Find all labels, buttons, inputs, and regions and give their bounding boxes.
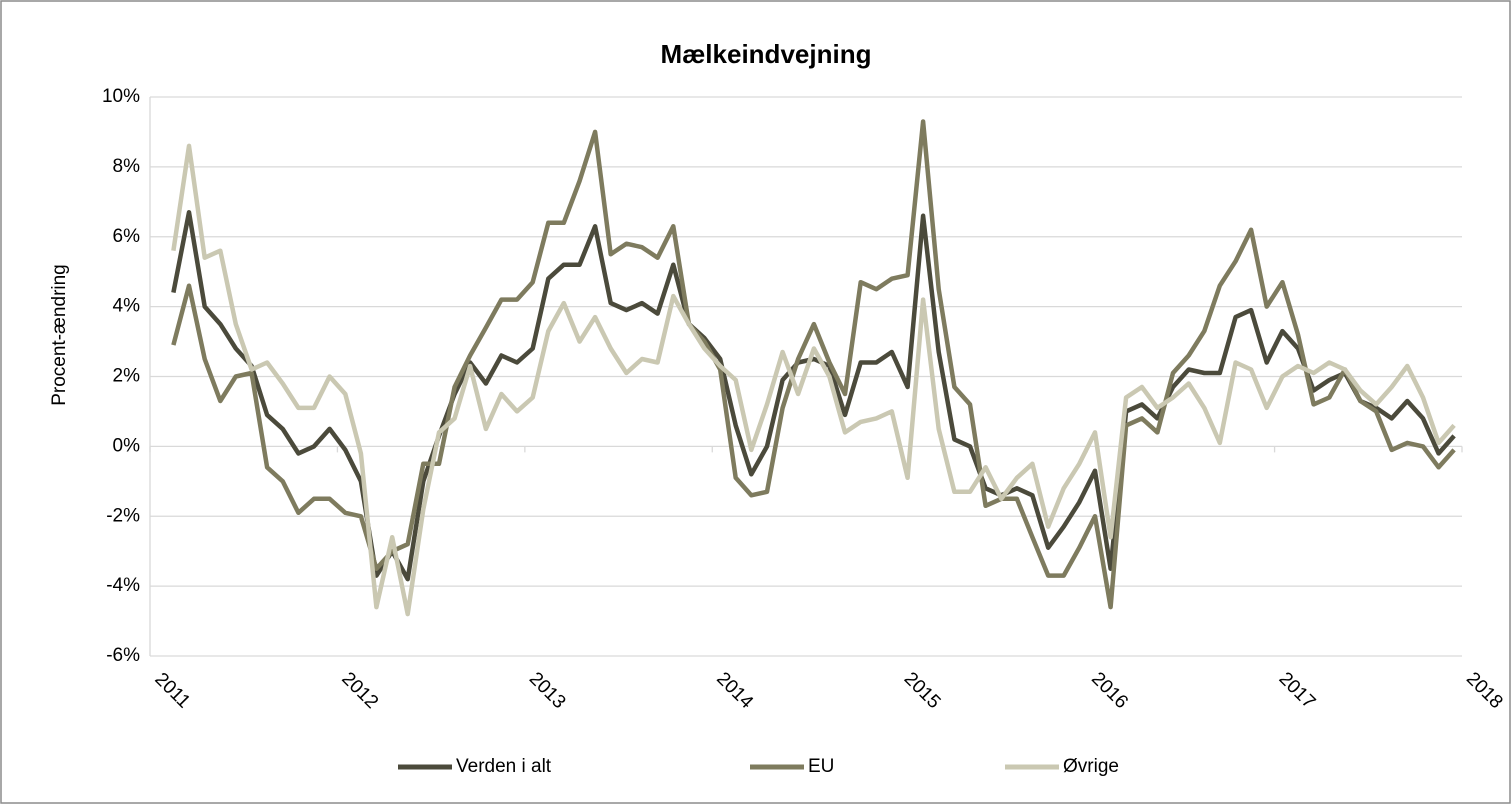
y-axis-label: Procent-ændring bbox=[49, 264, 70, 406]
y-tick-label: 4% bbox=[113, 296, 141, 317]
chart-title: Mælkeindvejning bbox=[661, 39, 872, 69]
legend-label: EU bbox=[808, 756, 834, 777]
y-tick-label: -6% bbox=[106, 645, 140, 666]
legend-label: Verden i alt bbox=[456, 756, 552, 777]
y-tick-label: 0% bbox=[113, 435, 141, 456]
y-tick-label: -2% bbox=[106, 505, 140, 526]
data-line bbox=[171, 143, 1456, 617]
y-tick-label: 6% bbox=[113, 226, 141, 247]
legend-label: Øvrige bbox=[1063, 756, 1119, 777]
y-tick-label: 10% bbox=[102, 86, 140, 107]
y-tick-label: 2% bbox=[113, 366, 141, 387]
y-tick-label: 8% bbox=[113, 156, 141, 177]
y-tick-label: -4% bbox=[106, 575, 140, 596]
